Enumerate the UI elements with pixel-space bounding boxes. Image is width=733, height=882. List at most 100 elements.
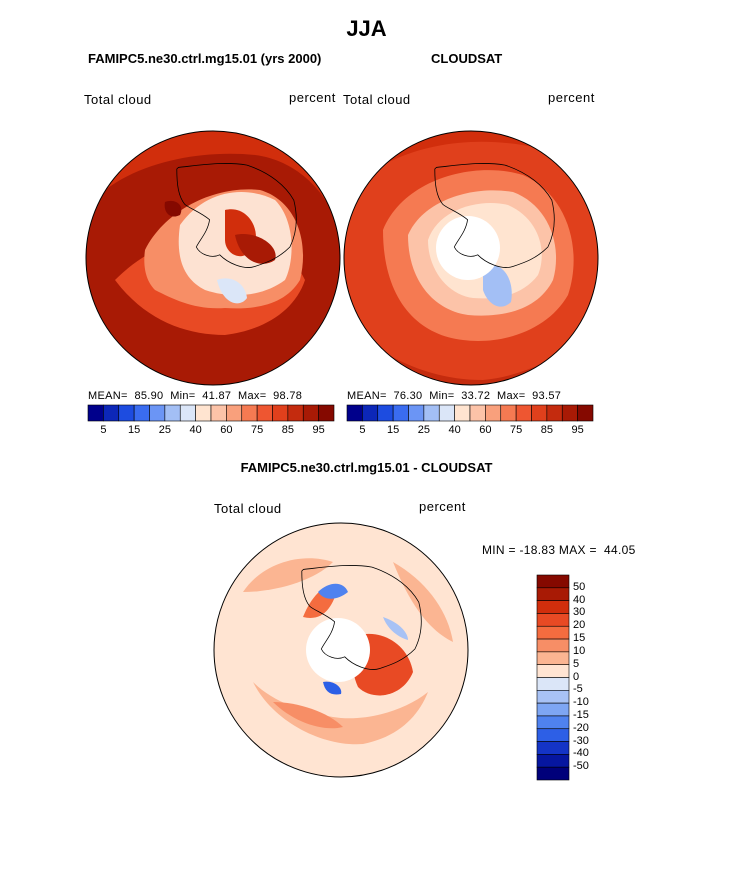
colorbar-tick-label: -30: [573, 734, 589, 747]
colorbar-tick-label: 25: [158, 424, 171, 436]
colorbar-tick-label: 85: [281, 424, 294, 436]
colorbar-tick-label: 95: [312, 424, 325, 436]
colorbar-swatch: [536, 728, 570, 742]
colorbar-swatch: [469, 404, 486, 422]
colorbar-tick-label: 60: [220, 424, 233, 436]
colorbar-tick-label: 5: [100, 424, 107, 436]
max-label: Max=: [238, 390, 267, 402]
anomaly-band: [318, 583, 348, 599]
colorbar-swatch: [536, 664, 570, 678]
colorbar-tick-label: 20: [573, 619, 586, 632]
max-value: 93.57: [532, 390, 562, 402]
colorbar-swatch: [149, 404, 166, 422]
colorbar-swatch: [87, 404, 104, 422]
cloud-band: [86, 131, 340, 220]
diff-title: FAMIPC5.ne30.ctrl.mg15.01 - CLOUDSAT: [240, 460, 493, 475]
colorbar-swatch: [536, 741, 570, 755]
colorbar-swatch: [577, 404, 594, 422]
colorbar-swatch: [195, 404, 212, 422]
colorbar-tick-label: 0: [573, 670, 580, 683]
panel-2-title: CLOUDSAT: [431, 51, 503, 66]
colorbar-swatch: [500, 404, 517, 422]
colorbar-swatch: [103, 404, 120, 422]
colorbar-swatch: [536, 766, 570, 781]
colorbar-swatch: [536, 702, 570, 717]
colorbar-swatch: [302, 404, 319, 422]
missing-data-hole: [306, 618, 370, 682]
panel-2-polar-map: [343, 130, 599, 386]
colorbar-tick-label: -40: [573, 747, 589, 760]
min-label: Min=: [429, 390, 455, 402]
figure-title: JJA: [346, 16, 387, 41]
cloud-band: [483, 264, 512, 307]
colorbar-tick-label: -15: [573, 708, 589, 721]
colorbar-tick-label: 75: [251, 424, 264, 436]
diff-polar-map: [213, 522, 469, 778]
mean-label: MEAN=: [88, 390, 128, 402]
colorbar-swatch: [438, 404, 455, 422]
colorbar-tick-label: 15: [128, 424, 141, 436]
panel-2-colorbar: [346, 404, 594, 422]
colorbar-tick-label: 10: [573, 644, 586, 657]
anomaly-band: [393, 562, 453, 642]
colorbar-swatch: [377, 404, 394, 422]
colorbar-swatch: [485, 404, 502, 422]
min-label: Min=: [170, 390, 196, 402]
colorbar-swatch: [536, 625, 570, 640]
panel-1-colorbar-labels: 5 15 25 40 60 75 85 95: [88, 424, 334, 438]
colorbar-swatch: [423, 404, 440, 422]
max-label: Max=: [497, 390, 526, 402]
colorbar-swatch: [536, 613, 570, 627]
colorbar-tick-label: 40: [573, 593, 586, 606]
map-boundary: [213, 522, 469, 778]
mean-value: 85.90: [134, 390, 164, 402]
anomaly-band: [323, 681, 342, 695]
colorbar-swatch: [536, 677, 570, 691]
colorbar-swatch: [536, 587, 570, 601]
map-boundary: [85, 130, 341, 386]
colorbar-swatch: [561, 404, 578, 422]
panel-2-stats: MEAN= 76.30 Min= 33.72 Max= 93.57: [347, 390, 561, 402]
colorbar-swatch: [287, 404, 304, 422]
colorbar-tick-label: 15: [387, 424, 400, 436]
colorbar-tick-label: -5: [573, 683, 583, 696]
colorbar-tick-label: -20: [573, 721, 589, 734]
colorbar-tick-label: 5: [359, 424, 366, 436]
colorbar-swatch: [408, 404, 425, 422]
colorbar-swatch: [133, 404, 150, 422]
colorbar-swatch: [346, 404, 363, 422]
antarctica-coastline: [176, 163, 297, 268]
min-value: 33.72: [461, 390, 491, 402]
colorbar-swatch: [226, 404, 243, 422]
colorbar-swatch: [256, 404, 273, 422]
panel-2-variable-label: Total cloud: [343, 92, 411, 107]
colorbar-tick-label: -10: [573, 696, 589, 709]
colorbar-swatch: [536, 715, 570, 730]
diff-minmax: MIN = -18.83 MAX = 44.05: [482, 543, 636, 557]
cloud-band: [235, 234, 276, 264]
colorbar-swatch: [536, 600, 570, 614]
diff-colorbar-labels: 50 40 30 20 15 10 5 0 -5 -10 -15 -20 -30 -40 -50: [573, 575, 613, 780]
colorbar-swatch: [362, 404, 379, 422]
diff-units-label: percent: [419, 499, 466, 514]
missing-data-hole: [436, 216, 500, 280]
map-boundary: [343, 130, 599, 386]
colorbar-tick-label: 95: [571, 424, 584, 436]
antarctica-coastline: [434, 163, 555, 268]
anomaly-band: [243, 558, 333, 592]
anomaly-band: [273, 702, 343, 729]
colorbar-tick-label: 40: [189, 424, 202, 436]
mean-value: 76.30: [393, 390, 423, 402]
colorbar-swatch: [546, 404, 563, 422]
mean-label: MEAN=: [347, 390, 387, 402]
anomaly-band: [253, 682, 428, 745]
cloud-band: [217, 278, 247, 304]
diff-colorbar: [536, 574, 570, 781]
colorbar-swatch: [536, 690, 570, 704]
panel-1-title: FAMIPC5.ne30.ctrl.mg15.01 (yrs 2000): [88, 51, 322, 66]
colorbar-swatch: [536, 651, 570, 665]
colorbar-tick-label: 5: [573, 657, 580, 670]
panel-1-colorbar: [87, 404, 335, 422]
colorbar-swatch: [515, 404, 532, 422]
colorbar-swatch: [318, 404, 335, 422]
